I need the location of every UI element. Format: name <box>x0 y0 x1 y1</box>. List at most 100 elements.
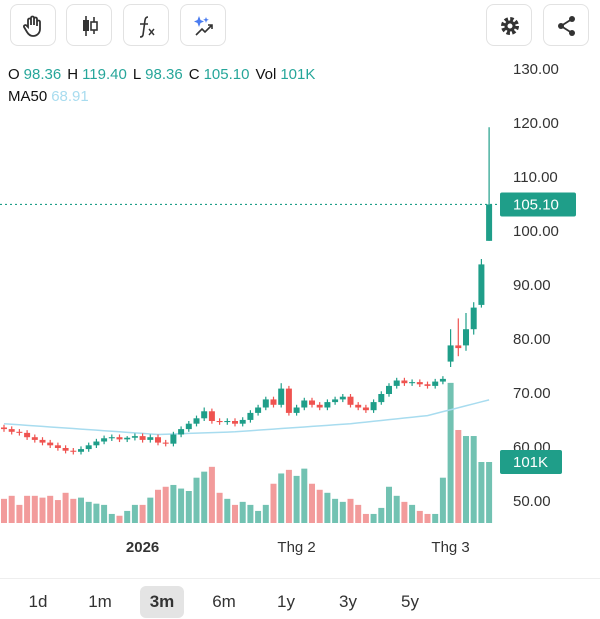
volume-bar <box>339 501 346 523</box>
volume-bar <box>447 382 454 523</box>
range-tab[interactable]: 1d <box>28 592 48 611</box>
volume-bar <box>85 501 92 523</box>
candle-body <box>247 412 254 420</box>
volume-bar <box>224 498 231 523</box>
volume-bar <box>316 489 323 523</box>
y-tick-label: 100.00 <box>513 223 559 240</box>
volume-tag-label: 101K <box>513 454 548 471</box>
candle-body <box>362 407 369 411</box>
candle-body <box>455 345 462 349</box>
y-tick-label: 110.00 <box>513 169 558 186</box>
candle-body <box>31 437 38 440</box>
candle-body <box>47 442 54 446</box>
candle-body <box>85 445 92 450</box>
share-button[interactable] <box>543 4 589 46</box>
app: 50.00 60.00 70.00 80.00 90.00 100.00 110.00 120… <box>0 4 600 618</box>
volume-bar <box>155 489 161 523</box>
candle-body <box>409 382 416 384</box>
volume-bar <box>232 504 238 523</box>
y-tick-label: 90.00 <box>513 277 551 294</box>
candle-body <box>486 204 493 241</box>
candle-body <box>108 437 115 439</box>
volume-bar <box>401 501 408 523</box>
volume-bar <box>270 483 277 523</box>
range-tabs: 1d 1m 3m 6m 1y 3y 5y <box>0 578 600 619</box>
candle-body <box>470 307 477 330</box>
range-tab[interactable]: 5y <box>401 592 419 611</box>
candle-body <box>101 438 108 442</box>
volume-bar <box>47 495 54 523</box>
x-tick-label: 2026 <box>126 539 159 556</box>
volume-bar <box>293 475 300 523</box>
candle-body <box>155 437 161 443</box>
candle-body <box>285 388 292 413</box>
volume-bar <box>8 495 15 523</box>
candle-body <box>293 407 300 413</box>
volume-bar <box>355 504 362 523</box>
ma-row: MA50 68.91 <box>8 86 321 108</box>
volume-bar <box>301 468 308 523</box>
x-tick-label: Thg 3 <box>431 539 469 556</box>
legend-value: 98.36 <box>23 66 62 83</box>
settings-button[interactable] <box>486 4 532 46</box>
range-tab[interactable]: 1m <box>88 592 112 611</box>
candle-body <box>39 439 46 443</box>
volume-bar <box>370 513 377 523</box>
y-tick-label: 130.00 <box>513 61 559 78</box>
candle-body <box>370 402 377 411</box>
volume-bar <box>347 498 354 523</box>
candle-body <box>316 404 323 408</box>
candles-button[interactable] <box>66 4 112 46</box>
volume-bar <box>178 488 185 523</box>
volume-bar <box>393 495 400 523</box>
volume-bar <box>147 497 154 523</box>
candle-body <box>201 411 208 419</box>
volume-bar <box>1 498 7 523</box>
candle-body <box>439 378 446 382</box>
range-tab[interactable]: 3y <box>339 592 357 611</box>
volume-bar <box>70 498 77 523</box>
candle-body <box>239 419 246 424</box>
legend-value: 105.10 <box>203 66 250 83</box>
candle-body <box>170 434 177 444</box>
candle-body <box>24 432 31 438</box>
candle-body <box>208 411 215 421</box>
volume-bar <box>54 500 61 523</box>
legend-label: O <box>8 66 20 83</box>
volume-bar <box>131 504 138 523</box>
candle-body <box>432 381 439 386</box>
y-tick-label: 120.00 <box>513 115 559 132</box>
volume-bars <box>1 382 493 523</box>
volume-bar <box>278 473 285 523</box>
volume-bar <box>124 510 131 523</box>
ma-line <box>3 399 490 436</box>
price-tag <box>500 192 576 217</box>
ai-tools-button[interactable] <box>180 4 226 46</box>
x-tick-label: Thg 2 <box>277 539 315 556</box>
indicators-button[interactable] <box>123 4 169 46</box>
volume-bar <box>455 429 462 523</box>
candle-body <box>416 382 423 385</box>
candle-body <box>62 448 69 451</box>
legend-label: L <box>132 66 142 83</box>
volume-bar <box>309 483 315 523</box>
candle-body <box>339 396 346 400</box>
gesture-button[interactable] <box>10 4 56 46</box>
candle-body <box>332 399 339 403</box>
range-tab[interactable]: 6m <box>212 592 236 611</box>
candle-body <box>324 402 331 408</box>
volume-bar <box>439 477 446 523</box>
candle-body <box>393 380 400 386</box>
volume-bar <box>378 507 385 523</box>
volume-bar <box>139 504 146 523</box>
candle-body <box>8 429 15 432</box>
chart: 50.0060.0070.0080.0090.00100.00110.00120… <box>0 61 576 556</box>
range-tab[interactable]: 3m <box>140 586 184 618</box>
candle-body <box>93 441 100 446</box>
legend-value: 98.36 <box>145 66 183 83</box>
range-tab[interactable]: 1y <box>277 592 295 611</box>
candle-body <box>224 421 231 423</box>
volume-bar <box>285 469 292 523</box>
volume-bar <box>262 504 269 523</box>
candle-body <box>262 399 269 408</box>
